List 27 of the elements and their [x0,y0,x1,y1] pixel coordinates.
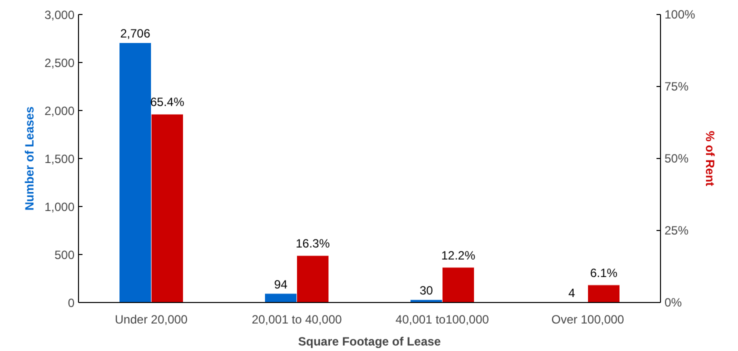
data-label: 4 [568,286,576,300]
y2-tick-label: 100% [664,8,696,22]
text: % of Rent [703,130,718,186]
data-label: 30 [420,284,434,298]
y-tick-label: 2,000 [44,104,75,118]
x-tick-label: Under 20,000 [114,312,188,326]
y2-tick-label: 50% [664,152,689,166]
data-label: 94 [274,277,288,292]
y-tick-label: 500 [54,248,75,262]
x-axis-title: Square Footage of Lease [298,334,442,348]
data-label: 2,706 [120,26,151,41]
data-label: 16.3% [296,236,330,251]
y2-tick-label: 25% [664,224,689,238]
data-label: 6.1% [590,266,618,280]
x-tick-label: 40,001 to100,000 [396,312,490,326]
x-tick-label: 20,001 to 40,000 [252,312,342,326]
bar [588,284,620,302]
x-tick-label: Over 100,000 [551,312,624,326]
y-tick-label: 0 [68,296,75,310]
data-label: 12.2% [441,248,476,262]
y-tick-label: 3,000 [44,8,75,22]
y-tick-label: 1,500 [44,152,75,166]
y2-tick-label: 75% [664,80,689,94]
y2-tick-label: 0% [664,296,682,310]
text: Number of Leases [22,106,36,211]
y-tick-label: 2,500 [44,56,75,70]
y-tick-label: 1,000 [44,200,75,214]
